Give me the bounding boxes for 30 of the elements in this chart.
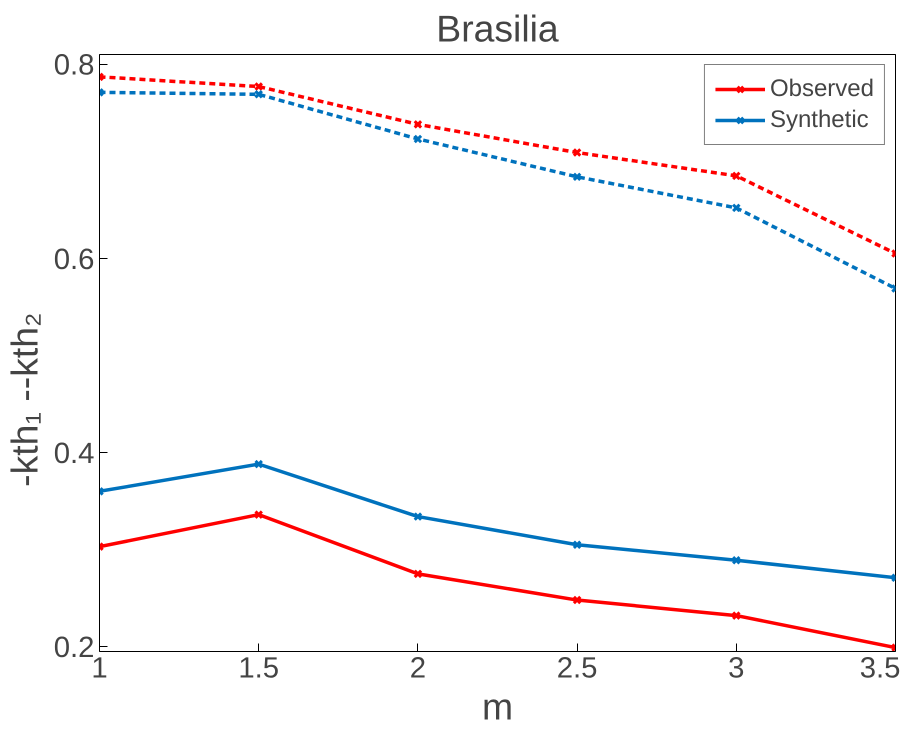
point bbox=[254, 82, 264, 92]
point bbox=[572, 148, 582, 158]
x-tick-label: 3.5 bbox=[860, 652, 901, 684]
legend-label: Observed bbox=[770, 75, 874, 103]
point bbox=[732, 610, 741, 620]
point bbox=[572, 540, 582, 550]
chart-title: Brasilia bbox=[436, 8, 559, 50]
point bbox=[413, 120, 423, 130]
point bbox=[732, 203, 741, 213]
y-tick-label: 0.2 bbox=[54, 631, 95, 664]
point bbox=[254, 90, 264, 99]
point bbox=[413, 569, 423, 579]
y-tick-label: 0.4 bbox=[54, 437, 95, 470]
x-tick-label: 2.5 bbox=[556, 652, 598, 684]
x-tick-label: 1.5 bbox=[238, 652, 280, 684]
y-tick-label: 0.8 bbox=[54, 48, 95, 82]
legend-label: Synthetic bbox=[770, 106, 869, 134]
point bbox=[732, 556, 741, 565]
point bbox=[254, 459, 264, 469]
point bbox=[572, 595, 582, 605]
point bbox=[254, 510, 264, 520]
y-axis-title: -kth₁ --kth₂ bbox=[4, 312, 46, 487]
point bbox=[413, 134, 423, 144]
x-tick-label: 2 bbox=[410, 652, 426, 684]
point bbox=[732, 171, 741, 181]
x-tick-label: 3 bbox=[728, 652, 744, 684]
point bbox=[572, 172, 582, 182]
point bbox=[413, 512, 423, 522]
x-axis-title: m bbox=[482, 686, 514, 728]
y-tick-label: 0.6 bbox=[54, 242, 95, 276]
